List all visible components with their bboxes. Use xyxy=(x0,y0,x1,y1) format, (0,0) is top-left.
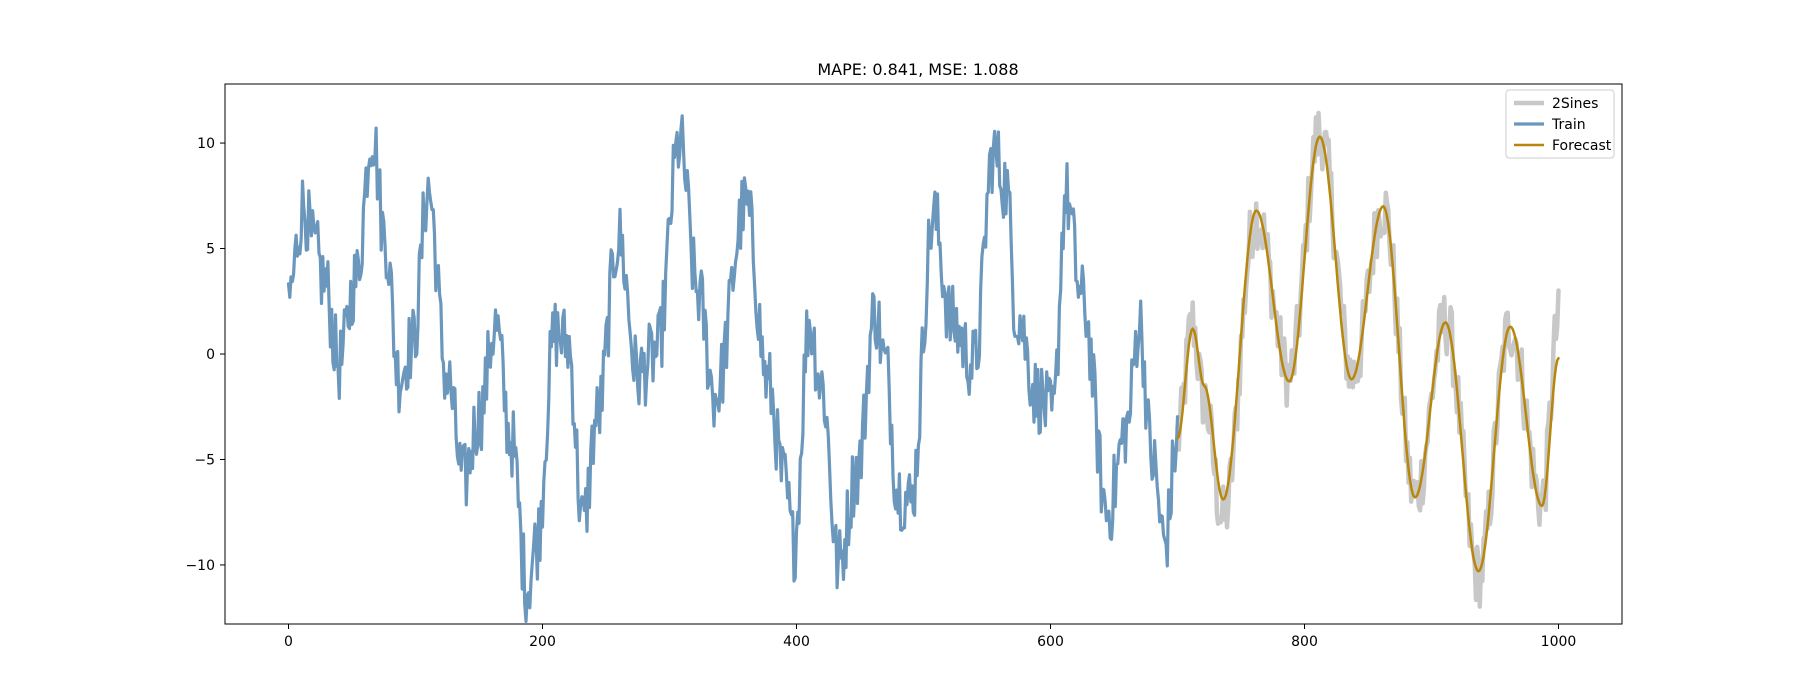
series-line-train xyxy=(286,114,1180,623)
x-tick-label: 400 xyxy=(783,634,810,650)
legend-label-train: Train xyxy=(1551,117,1586,133)
y-tick-label: −10 xyxy=(185,558,215,574)
y-tick-label: −5 xyxy=(194,452,215,468)
x-tick-label: 600 xyxy=(1037,634,1064,650)
chart-title: MAPE: 0.841, MSE: 1.088 xyxy=(817,60,1018,79)
y-axis: −10 −5 0 5 10 xyxy=(185,136,225,574)
x-axis: 0 200 400 600 800 1000 xyxy=(284,624,1576,650)
y-tick-label: 0 xyxy=(206,347,215,363)
x-tick-label: 800 xyxy=(1291,634,1318,650)
series-line-forecast xyxy=(1176,135,1560,573)
y-tick-label: 10 xyxy=(197,136,215,152)
axes-frame xyxy=(224,83,1623,625)
legend: 2Sines Train Forecast xyxy=(1505,89,1615,159)
legend-label-forecast: Forecast xyxy=(1552,138,1612,154)
legend-box xyxy=(1505,89,1615,159)
legend-label-2sines: 2Sines xyxy=(1552,96,1598,112)
plot-area xyxy=(286,110,1561,623)
y-tick-label: 5 xyxy=(206,242,215,258)
x-tick-label: 1000 xyxy=(1541,634,1577,650)
x-tick-label: 200 xyxy=(529,634,556,650)
x-tick-label: 0 xyxy=(284,634,293,650)
